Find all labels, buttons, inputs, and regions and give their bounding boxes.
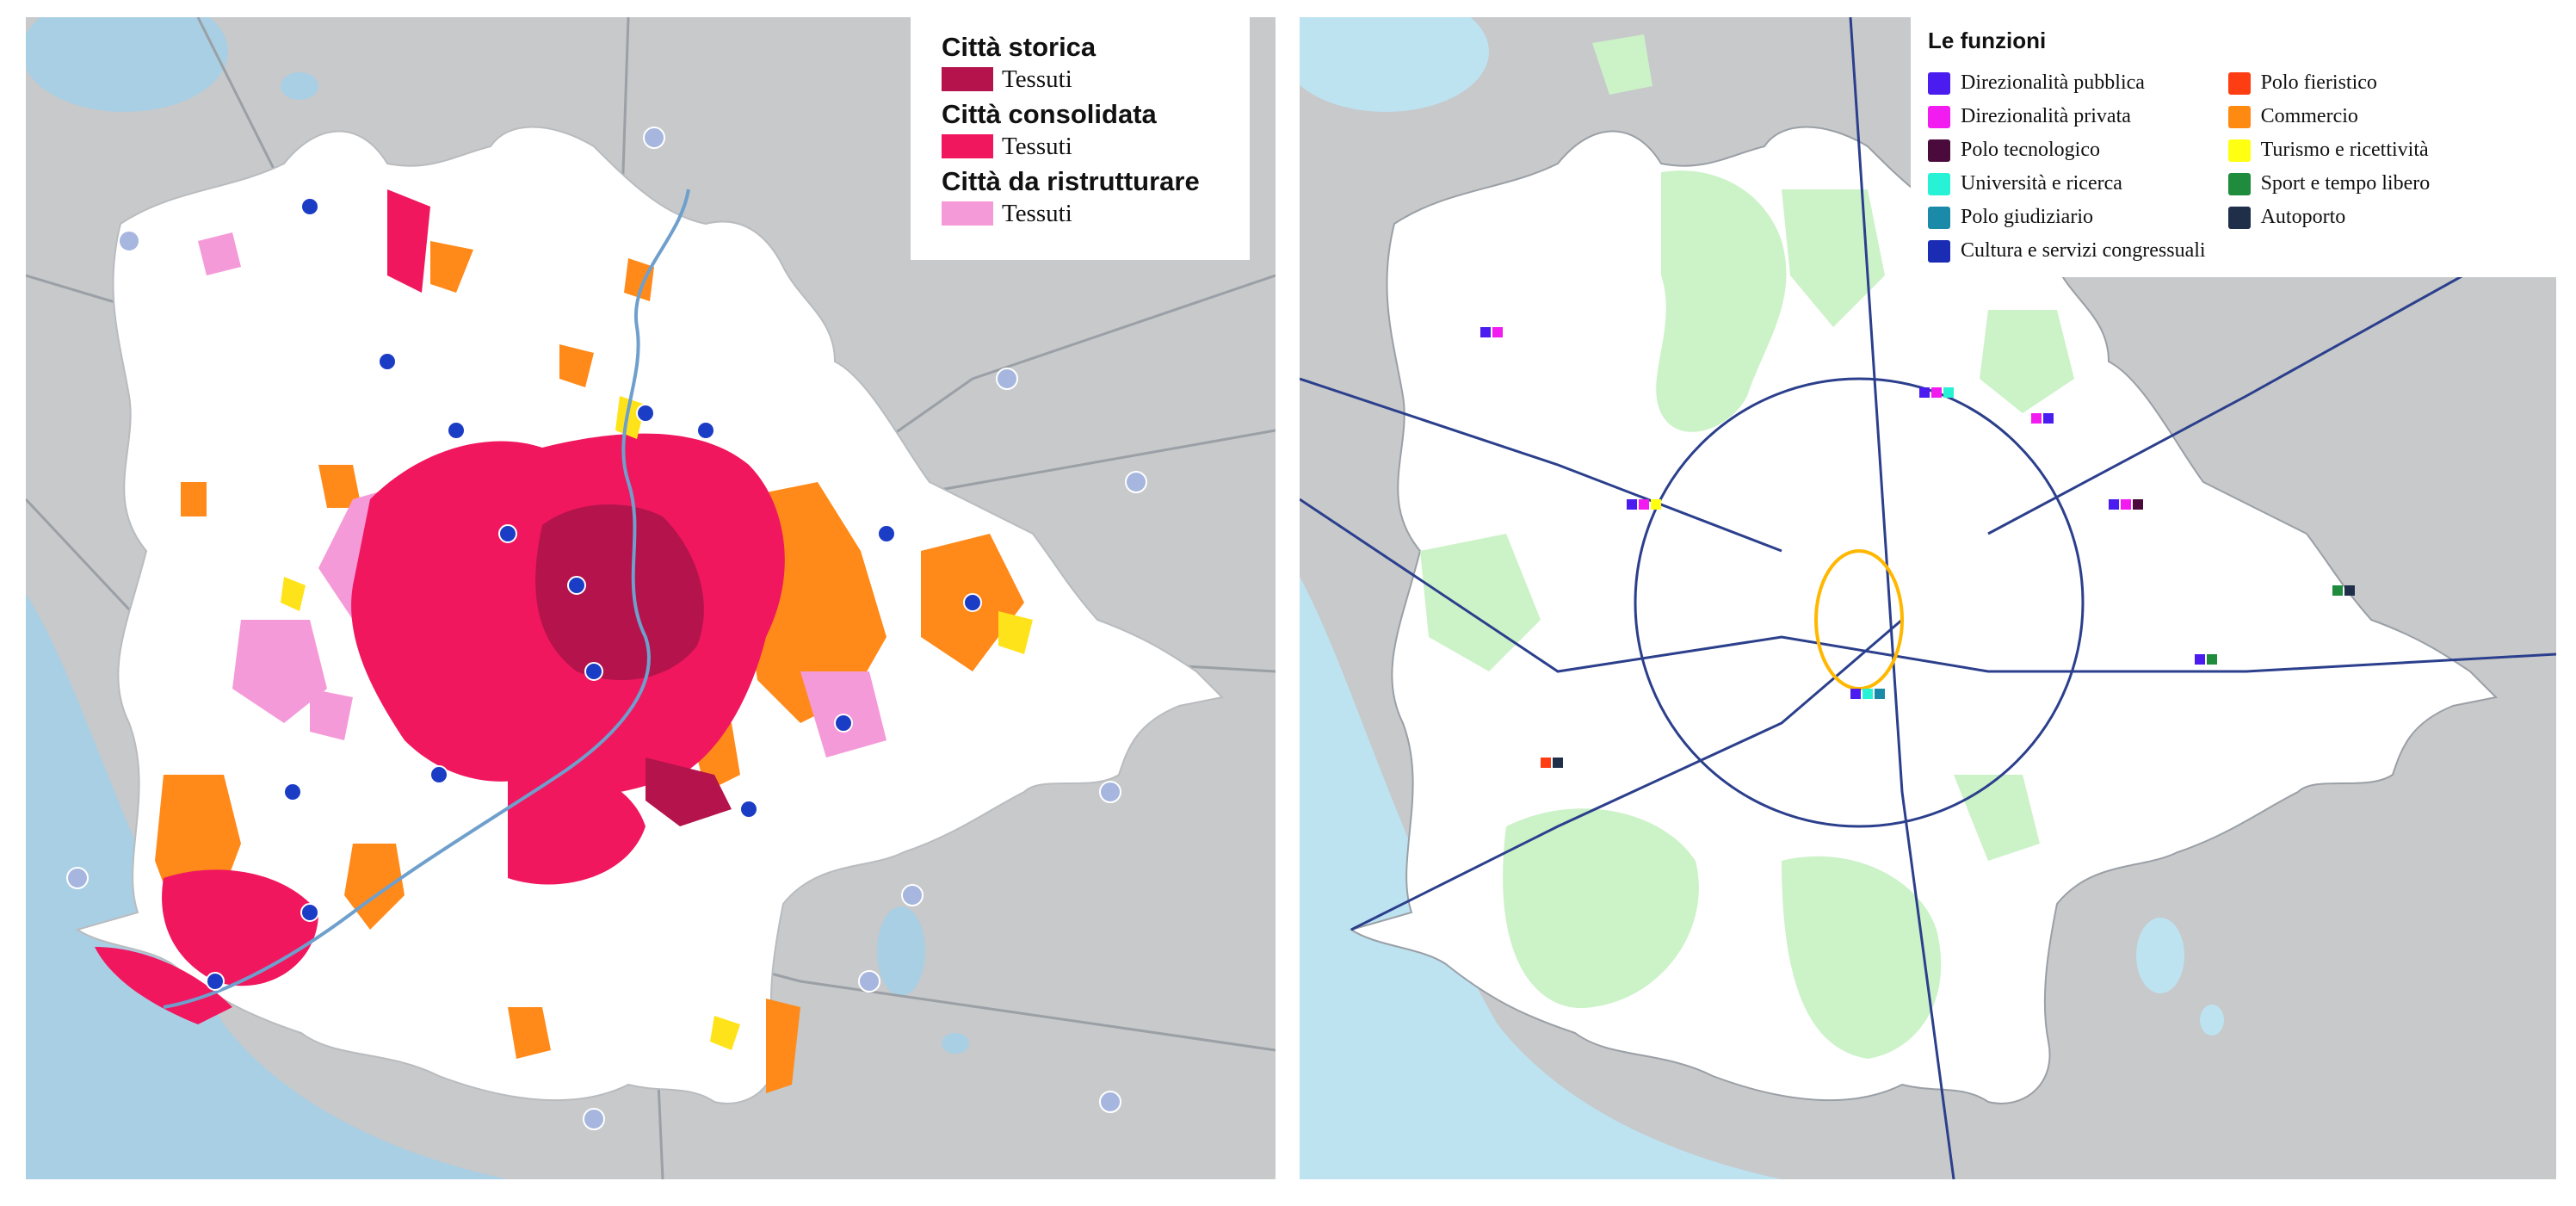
legend-item: Direzionalità privata bbox=[1928, 100, 2206, 133]
legend-swatch bbox=[942, 201, 993, 226]
legend-swatch bbox=[2227, 172, 2251, 195]
legend-item: Tessuti bbox=[942, 64, 1250, 95]
legend-title: Le funzioni bbox=[1928, 28, 2047, 53]
legend-item-label: Polo giudiziario bbox=[1961, 206, 2093, 228]
legend-group-citta-da-ristrutturare: Città da ristrutturare Tessuti bbox=[942, 167, 1250, 229]
legend-group-title: Città storica bbox=[942, 32, 1096, 62]
lake-martignano bbox=[281, 72, 318, 100]
legend-item-label: Tessuti bbox=[1002, 132, 1072, 160]
legend-column-1: Direzionalità pubblica Direzionalità pri… bbox=[1928, 66, 2206, 268]
legend-item-label: Tessuti bbox=[1002, 65, 1072, 93]
legend-item: Università e ricerca bbox=[1928, 167, 2206, 201]
legend-group-title: Città consolidata bbox=[942, 99, 1157, 129]
transport-node-markers bbox=[206, 197, 982, 991]
legend-swatch bbox=[2227, 105, 2251, 128]
legend-swatch bbox=[1928, 172, 1950, 195]
left-map-canvas bbox=[26, 17, 1276, 1179]
legend-item-label: Direzionalità pubblica bbox=[1961, 71, 2145, 94]
legend-item: Turismo e ricettività bbox=[2227, 133, 2431, 167]
rail-network bbox=[1300, 17, 2556, 1179]
outer-station-markers bbox=[66, 127, 1147, 1130]
sea-area bbox=[26, 594, 508, 1179]
historic-center bbox=[535, 504, 704, 680]
green-areas bbox=[1420, 34, 2074, 1059]
lake-albano bbox=[2136, 918, 2184, 993]
legend-item-label: Autoporto bbox=[2260, 206, 2346, 228]
lake-bracciano bbox=[1300, 17, 1489, 112]
lake-bracciano bbox=[26, 17, 228, 112]
yellow-zones bbox=[281, 396, 1033, 1050]
legend-swatch bbox=[942, 67, 993, 91]
legend-item-label: Commercio bbox=[2260, 105, 2358, 127]
legend-swatch bbox=[1928, 239, 1950, 263]
right-map-legend: Le funzioni Direzionalità pubblica Direz… bbox=[1911, 17, 2556, 277]
legend-item: Polo giudiziario bbox=[1928, 201, 2206, 234]
legend-swatch bbox=[1928, 206, 1950, 229]
legend-item: Tessuti bbox=[942, 131, 1250, 162]
legend-item-label: Cultura e servizi congressuali bbox=[1961, 239, 2206, 262]
legend-swatch bbox=[1928, 71, 1950, 95]
legend-swatch bbox=[2227, 71, 2251, 95]
legend-item: Polo tecnologico bbox=[1928, 133, 2206, 167]
legend-item: Tessuti bbox=[942, 198, 1250, 229]
map-left-urban-fabric[interactable]: Città storica Tessuti Città consolidata … bbox=[26, 17, 1276, 1179]
right-map-canvas bbox=[1300, 17, 2556, 1179]
legend-swatch bbox=[1928, 105, 1950, 128]
legend-item: Cultura e servizi congressuali bbox=[1928, 234, 2206, 268]
legend-swatch bbox=[2227, 206, 2251, 229]
legend-item: Polo fieristico bbox=[2227, 66, 2431, 100]
legend-item: Direzionalità pubblica bbox=[1928, 66, 2206, 100]
map-right-functions[interactable]: Le funzioni Direzionalità pubblica Direz… bbox=[1300, 17, 2556, 1179]
lake-albano bbox=[877, 906, 925, 996]
left-map-legend: Città storica Tessuti Città consolidata … bbox=[911, 17, 1250, 260]
legend-item: Autoporto bbox=[2227, 201, 2431, 234]
legend-item-label: Turismo e ricettività bbox=[2260, 139, 2429, 161]
legend-group-citta-consolidata: Città consolidata Tessuti bbox=[942, 100, 1250, 162]
lake-nemi bbox=[2200, 1005, 2224, 1036]
historic-southeast bbox=[646, 758, 732, 826]
legend-swatch bbox=[2227, 139, 2251, 162]
legend-item: Commercio bbox=[2227, 100, 2431, 133]
legend-item-label: Polo tecnologico bbox=[1961, 139, 2100, 161]
legend-item-label: Direzionalità privata bbox=[1961, 105, 2131, 127]
sea-area bbox=[1300, 577, 1782, 1179]
legend-swatch bbox=[942, 134, 993, 158]
lake-nemi bbox=[942, 1033, 969, 1054]
legend-item: Sport e tempo libero bbox=[2227, 167, 2431, 201]
legend-item-label: Sport e tempo libero bbox=[2260, 172, 2431, 195]
legend-group-title: Città da ristrutturare bbox=[942, 166, 1200, 196]
legend-group-citta-storica: Città storica Tessuti bbox=[942, 33, 1250, 95]
function-markers bbox=[1480, 327, 2355, 768]
legend-column-2: Polo fieristico Commercio Turismo e rice… bbox=[2227, 66, 2431, 268]
legend-item-label: Università e ricerca bbox=[1961, 172, 2122, 195]
legend-item-label: Polo fieristico bbox=[2260, 71, 2377, 94]
legend-swatch bbox=[1928, 139, 1950, 162]
river-tevere bbox=[163, 189, 690, 1009]
legend-item-label: Tessuti bbox=[1002, 199, 1072, 227]
